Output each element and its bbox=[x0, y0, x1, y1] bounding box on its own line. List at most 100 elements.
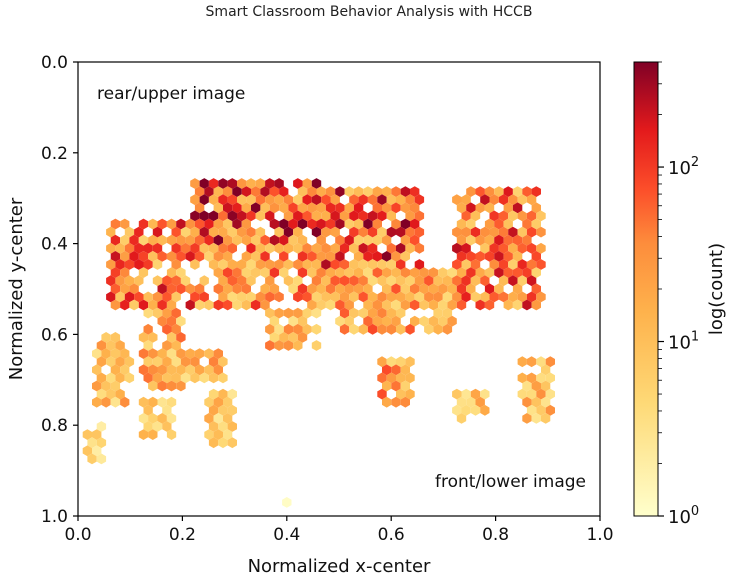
hex-bin bbox=[162, 340, 172, 351]
hex-bin bbox=[517, 291, 527, 303]
hex-bin bbox=[400, 267, 410, 278]
hex-bin bbox=[293, 340, 303, 351]
hex-bin bbox=[400, 202, 410, 214]
hex-bin bbox=[124, 372, 135, 384]
hex-bin bbox=[419, 299, 429, 311]
hex-bin bbox=[382, 202, 392, 214]
hex-bin bbox=[120, 251, 130, 262]
hex-bin bbox=[185, 299, 195, 311]
hex-bin bbox=[410, 234, 420, 246]
hex-bin bbox=[176, 332, 186, 343]
hex-bin bbox=[157, 380, 167, 392]
hex-bin bbox=[503, 202, 513, 214]
hex-bin bbox=[227, 178, 237, 189]
hex-bin bbox=[120, 299, 130, 311]
hex-bin bbox=[255, 291, 266, 303]
hex-bin bbox=[541, 413, 551, 424]
hex-bin bbox=[293, 259, 303, 270]
hex-bin bbox=[106, 275, 116, 287]
hex-bin bbox=[512, 234, 523, 246]
hex-bin bbox=[120, 218, 130, 230]
hex-bin bbox=[283, 275, 294, 287]
hex-bin bbox=[396, 323, 406, 335]
hex-bin bbox=[470, 259, 481, 270]
hex-bin bbox=[265, 259, 275, 270]
hex-bin bbox=[213, 299, 223, 311]
hex-bin bbox=[307, 218, 317, 230]
hex-bin bbox=[152, 275, 163, 287]
hex-bin bbox=[405, 291, 415, 303]
hex-bin bbox=[419, 267, 429, 278]
hex-bin bbox=[466, 202, 476, 214]
hex-bin bbox=[213, 251, 223, 262]
hex-bin bbox=[484, 202, 495, 214]
hex-bin bbox=[452, 404, 462, 416]
hex-bin bbox=[433, 291, 443, 303]
hex-bin bbox=[279, 202, 289, 214]
hex-bin bbox=[424, 275, 434, 287]
hex-bin bbox=[541, 396, 551, 408]
hex-bin bbox=[447, 315, 457, 327]
hex-bin bbox=[522, 396, 532, 408]
hex-bin bbox=[498, 210, 509, 222]
hex-bin bbox=[106, 291, 116, 303]
hex-bin bbox=[339, 291, 350, 303]
hex-bin bbox=[339, 210, 350, 222]
hex-bin bbox=[349, 194, 359, 206]
hex-bin bbox=[307, 202, 317, 214]
hex-bin bbox=[218, 421, 228, 432]
hex-bin bbox=[223, 202, 233, 214]
hex-bin bbox=[223, 413, 233, 424]
hex-bin bbox=[171, 259, 181, 270]
hex-bin bbox=[283, 307, 294, 319]
hex-bin bbox=[470, 226, 481, 238]
hex-bin bbox=[162, 291, 172, 303]
hex-bin bbox=[484, 299, 495, 311]
hex-bin bbox=[311, 242, 322, 254]
hex-bin bbox=[269, 283, 280, 295]
y-axis-label: Normalized y-center bbox=[6, 197, 27, 380]
hex-bin bbox=[400, 299, 410, 311]
hex-bin bbox=[396, 372, 406, 384]
hex-bin bbox=[498, 226, 509, 238]
hex-bin bbox=[382, 283, 392, 295]
hex-bin bbox=[466, 396, 476, 408]
hex-bin bbox=[461, 275, 471, 287]
hex-bin bbox=[241, 283, 251, 295]
hex-bin bbox=[545, 356, 555, 368]
hex-bin bbox=[372, 234, 382, 246]
hex-bin bbox=[190, 242, 200, 254]
hex-bin bbox=[503, 267, 513, 278]
hex-bin bbox=[386, 194, 396, 206]
hex-bin bbox=[204, 364, 214, 376]
hex-bin bbox=[204, 348, 214, 359]
hex-bin bbox=[180, 275, 191, 287]
hex-bin bbox=[410, 218, 420, 230]
hex-bin bbox=[508, 259, 518, 270]
hex-bin bbox=[325, 251, 336, 262]
hex-bin bbox=[223, 429, 233, 440]
hex-bin bbox=[391, 299, 401, 311]
hex-bin bbox=[213, 413, 223, 424]
hex-bin bbox=[358, 242, 368, 254]
hex-bin bbox=[522, 299, 532, 311]
hex-bin bbox=[307, 267, 317, 278]
hex-bin bbox=[377, 372, 387, 384]
hex-bin bbox=[456, 202, 467, 214]
hex-bin bbox=[96, 421, 107, 432]
hex-bin bbox=[503, 218, 513, 230]
hex-bin bbox=[419, 283, 429, 295]
hex-bin bbox=[330, 194, 340, 206]
hex-bin bbox=[246, 210, 256, 222]
hex-bin bbox=[517, 242, 527, 254]
hex-bin bbox=[106, 226, 116, 238]
hex-bin bbox=[475, 396, 485, 408]
hex-bin bbox=[297, 251, 308, 262]
hex-bin bbox=[213, 429, 223, 440]
hex-bin bbox=[293, 226, 303, 238]
hex-bin bbox=[185, 234, 195, 246]
hex-bin bbox=[106, 242, 116, 254]
hex-bin bbox=[382, 186, 392, 197]
hex-bin bbox=[115, 388, 125, 400]
hex-bin bbox=[536, 372, 546, 384]
